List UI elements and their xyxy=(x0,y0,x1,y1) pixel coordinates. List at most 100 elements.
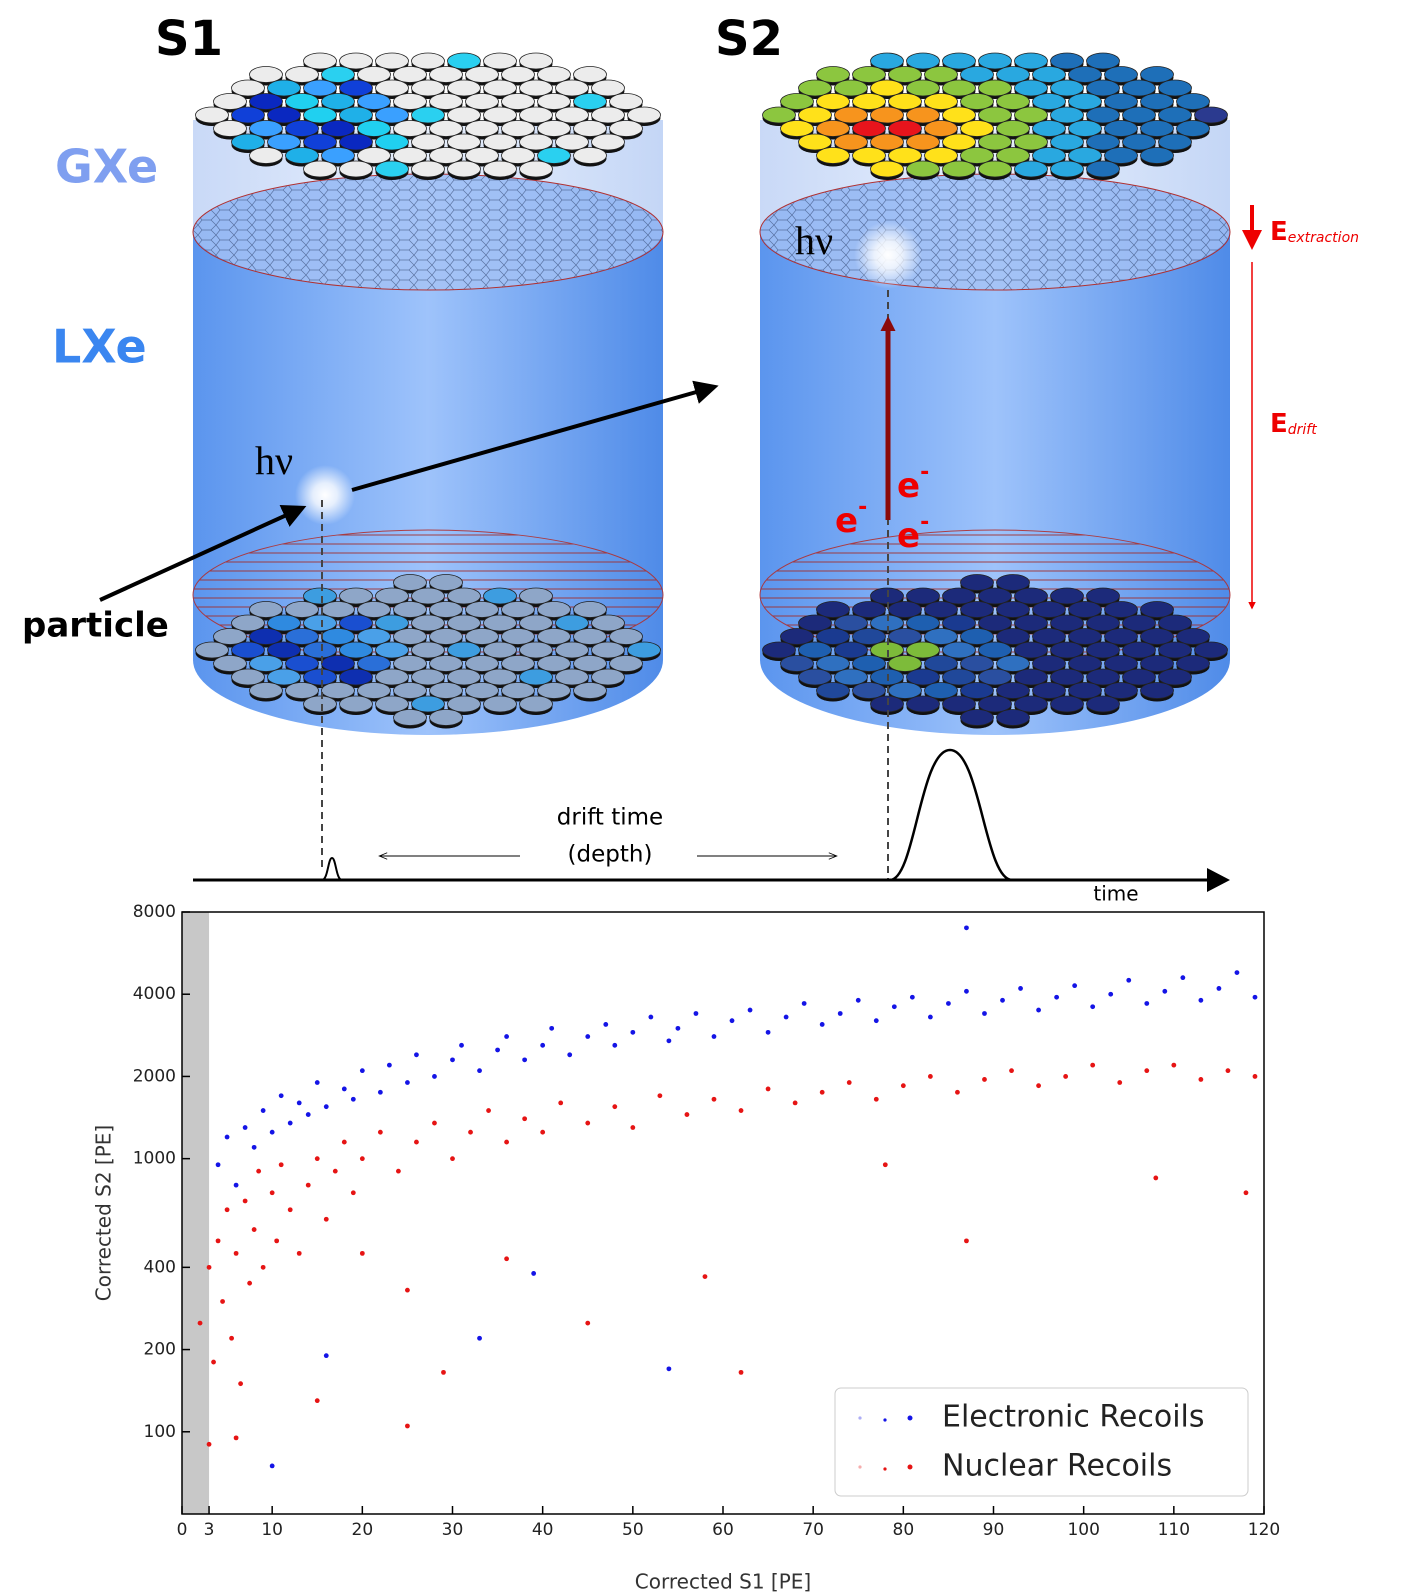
point xyxy=(405,1080,410,1085)
pmt xyxy=(573,601,607,618)
pmt xyxy=(591,106,625,124)
point xyxy=(504,1034,509,1039)
pmt xyxy=(375,79,409,97)
point xyxy=(1180,975,1186,981)
pmt xyxy=(1158,106,1192,124)
pmt xyxy=(834,106,868,124)
point xyxy=(1225,1068,1231,1074)
pmt xyxy=(1140,147,1174,164)
point xyxy=(247,1280,253,1286)
pmt xyxy=(1068,601,1102,618)
pmt xyxy=(465,601,499,618)
pmt xyxy=(339,133,373,151)
s2-pulse xyxy=(889,748,1013,882)
point xyxy=(323,1353,329,1359)
pmt xyxy=(483,160,517,178)
pmt xyxy=(978,160,1012,178)
point xyxy=(229,1335,234,1341)
electron-label: e- xyxy=(835,495,867,541)
pmt xyxy=(447,587,481,605)
pmt xyxy=(924,147,958,164)
pmt xyxy=(978,106,1012,124)
pmt xyxy=(303,614,337,632)
pmt xyxy=(978,614,1012,632)
pmt xyxy=(501,682,535,699)
pmt xyxy=(213,93,247,110)
point xyxy=(585,1034,591,1039)
label-sup: - xyxy=(858,495,867,520)
pmt xyxy=(393,574,427,591)
pmt xyxy=(213,120,247,137)
pmt xyxy=(447,106,481,124)
pmt xyxy=(1086,106,1120,124)
pmt xyxy=(339,106,373,124)
pmt xyxy=(996,601,1030,618)
pmt xyxy=(249,682,283,699)
pmt xyxy=(609,628,643,645)
s2-title: S2 xyxy=(715,11,783,67)
pmt xyxy=(780,655,814,672)
pmt xyxy=(411,614,445,632)
pmt xyxy=(465,93,499,110)
pmt xyxy=(429,655,463,672)
x-tick-label: 110 xyxy=(1158,1520,1190,1540)
pmt xyxy=(870,133,904,151)
pmt xyxy=(906,614,940,632)
pmt xyxy=(591,79,625,97)
pmt xyxy=(519,160,553,178)
x-tick-label: 0 xyxy=(177,1520,188,1540)
pmt xyxy=(780,628,814,645)
pmt xyxy=(852,682,886,699)
point xyxy=(350,1190,356,1196)
pmt xyxy=(339,160,373,178)
pmt xyxy=(1086,614,1120,632)
label-base: E xyxy=(1270,409,1288,439)
pmt xyxy=(357,601,391,618)
pmt xyxy=(555,614,589,632)
point xyxy=(702,1274,708,1279)
point xyxy=(305,1112,311,1117)
pmt xyxy=(573,682,607,699)
pmt xyxy=(483,133,517,151)
point xyxy=(1144,1001,1150,1006)
pmt xyxy=(1014,160,1048,178)
pmt xyxy=(465,66,499,83)
pmt xyxy=(816,120,850,137)
pmt xyxy=(834,641,868,659)
pmt xyxy=(1158,79,1192,97)
pmt xyxy=(321,601,355,618)
pmt xyxy=(447,695,481,713)
pmt xyxy=(375,133,409,151)
pmt xyxy=(303,668,337,686)
point xyxy=(522,1057,528,1063)
x-tick-label: 20 xyxy=(352,1520,374,1540)
pmt xyxy=(1032,93,1066,110)
pmt xyxy=(852,628,886,645)
point xyxy=(1144,1068,1150,1074)
pmt xyxy=(1032,147,1066,164)
pmt xyxy=(519,587,553,605)
pmt xyxy=(303,641,337,659)
pmt xyxy=(285,147,319,164)
pmt xyxy=(519,133,553,151)
pmt xyxy=(591,668,625,686)
pmt xyxy=(465,147,499,164)
point xyxy=(495,1047,500,1053)
pmt xyxy=(1086,587,1120,605)
pmt xyxy=(555,133,589,151)
point xyxy=(1216,986,1222,991)
pmt xyxy=(816,147,850,164)
pmt xyxy=(411,641,445,659)
pmt xyxy=(537,628,571,645)
photon-label: hν xyxy=(795,218,833,263)
point xyxy=(711,1034,717,1039)
point xyxy=(459,1042,464,1048)
point xyxy=(1243,1190,1249,1196)
pmt xyxy=(1194,106,1228,124)
pmt xyxy=(1050,160,1084,178)
point xyxy=(215,1238,221,1244)
point xyxy=(1036,1007,1041,1013)
point xyxy=(211,1359,216,1365)
pmt xyxy=(816,655,850,672)
pmt xyxy=(996,66,1030,83)
